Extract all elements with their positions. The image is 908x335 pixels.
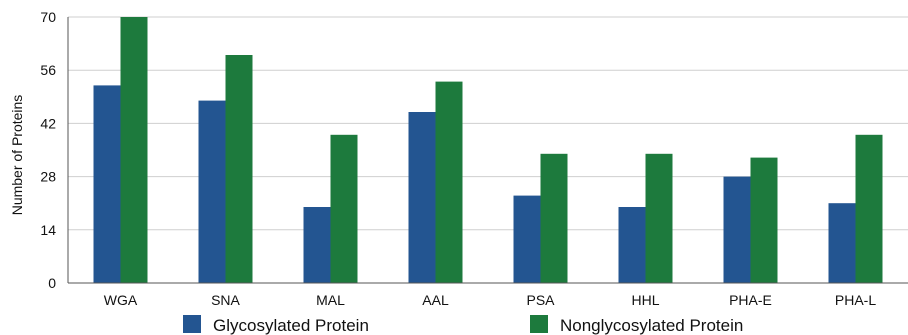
x-tick-label: PHA-E [729, 292, 772, 308]
bar-nonglycosylated-pha-e [750, 157, 778, 283]
x-tick-label: WGA [104, 292, 138, 308]
bar-nonglycosylated-aal [435, 81, 463, 283]
y-tick-label: 56 [40, 62, 56, 78]
y-tick-label: 28 [40, 169, 56, 185]
legend-swatch [183, 315, 201, 333]
legend-label: Glycosylated Protein [213, 316, 369, 335]
bar-glycosylated-wga [93, 85, 121, 284]
bar-glycosylated-pha-l [828, 203, 856, 283]
bar-nonglycosylated-wga [120, 17, 148, 283]
bar-glycosylated-hhl [618, 207, 646, 283]
x-tick-label: HHL [631, 292, 659, 308]
x-tick-label: SNA [211, 292, 240, 308]
bars [93, 17, 883, 284]
bar-glycosylated-mal [303, 207, 331, 283]
bar-glycosylated-aal [408, 112, 436, 283]
x-tick-label: AAL [422, 292, 449, 308]
y-tick-label: 14 [40, 222, 56, 238]
y-axis-label: Number of Proteins [9, 95, 25, 216]
bar-glycosylated-psa [513, 195, 541, 283]
x-tick-labels: WGA SNA MAL AAL PSA HHL PHA-E PHA-L [104, 292, 877, 308]
y-tick-label: 42 [40, 115, 56, 131]
axes [67, 17, 908, 284]
gridlines [68, 16, 908, 231]
legend-label: Nonglycosylated Protein [560, 316, 743, 335]
bar-nonglycosylated-psa [540, 153, 568, 283]
legend-swatch [530, 315, 548, 333]
y-tick-label: 70 [40, 9, 56, 25]
x-tick-label: PSA [526, 292, 555, 308]
y-tick-labels: 0 14 28 42 56 70 [40, 9, 56, 291]
bar-nonglycosylated-mal [330, 134, 358, 283]
bar-nonglycosylated-hhl [645, 153, 673, 283]
bar-nonglycosylated-pha-l [855, 134, 883, 283]
bar-glycosylated-sna [198, 100, 226, 283]
x-tick-label: MAL [316, 292, 345, 308]
legend: Glycosylated Protein Nonglycosylated Prot… [183, 315, 743, 335]
bar-glycosylated-pha-e [723, 176, 751, 283]
x-tick-label: PHA-L [835, 292, 876, 308]
bar-nonglycosylated-sna [225, 55, 253, 283]
y-tick-label: 0 [48, 275, 56, 291]
